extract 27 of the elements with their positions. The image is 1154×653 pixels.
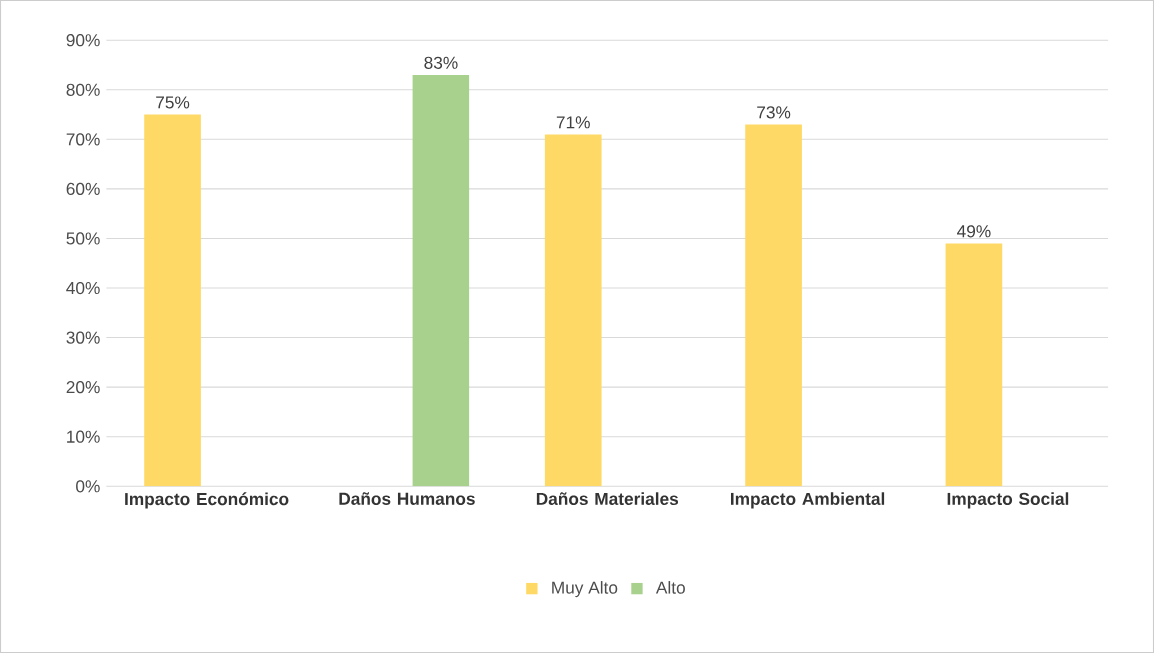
x-tick-label: Impacto Social	[947, 492, 1069, 509]
y-tick-label: 60%	[66, 182, 100, 195]
legend-label: Muy Alto	[552, 580, 618, 598]
y-tick-label: 90%	[66, 34, 100, 47]
y-tick-label: 20%	[66, 380, 100, 394]
bar	[945, 243, 1003, 487]
x-tick-label: Impacto Ambiental	[731, 492, 885, 509]
y-tick-label: 0%	[76, 480, 100, 493]
y-tick-label: 40%	[66, 281, 100, 295]
data-label: 75%	[156, 96, 190, 109]
x-tick-label: Daños Humanos	[339, 492, 475, 505]
y-tick-label: 50%	[66, 232, 100, 245]
x-tick-label: Daños Materiales	[536, 492, 679, 505]
legend-label: Alto	[655, 580, 685, 594]
bar	[412, 74, 470, 487]
bar	[544, 134, 602, 487]
y-tick-label: 70%	[66, 133, 100, 146]
data-label: 71%	[556, 116, 590, 129]
bar	[144, 114, 201, 487]
y-tick-label: 80%	[66, 83, 100, 96]
x-tick-label: Impacto Económico	[125, 492, 289, 509]
data-label: 49%	[957, 225, 991, 238]
y-tick-label: 30%	[66, 331, 100, 344]
bar	[745, 124, 802, 487]
data-label: 73%	[757, 106, 791, 119]
data-label: 83%	[424, 56, 458, 69]
y-tick-label: 10%	[67, 430, 100, 443]
